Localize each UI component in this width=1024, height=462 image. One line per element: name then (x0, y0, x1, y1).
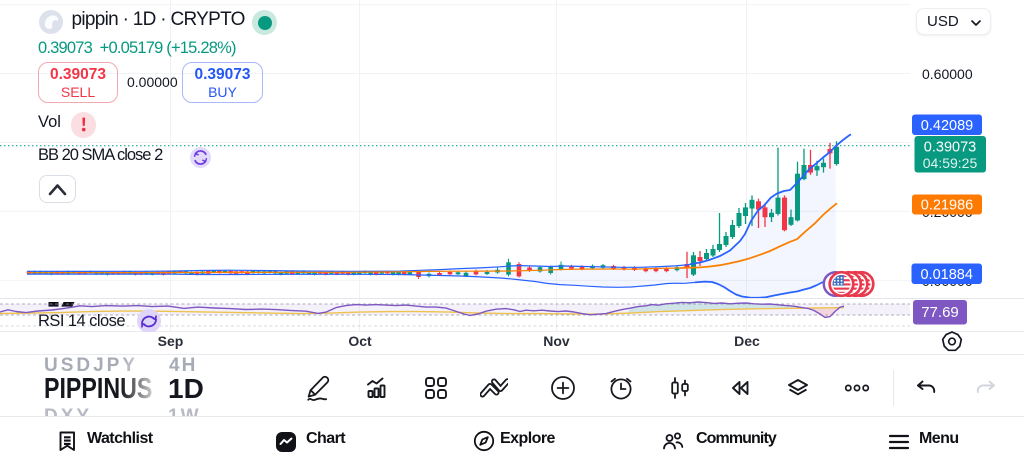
svg-text:0.39073: 0.39073 (924, 140, 976, 156)
svg-text:04:59:25: 04:59:25 (923, 155, 978, 171)
svg-text:0.42089: 0.42089 (921, 118, 973, 134)
svg-text:Sep: Sep (158, 333, 184, 349)
svg-text:Oct: Oct (348, 333, 372, 349)
svg-text:Nov: Nov (543, 333, 570, 349)
svg-text:77.69: 77.69 (921, 304, 959, 321)
svg-text:0.60000: 0.60000 (922, 66, 973, 82)
svg-text:0.01884: 0.01884 (920, 267, 972, 283)
svg-text:0.21986: 0.21986 (921, 198, 973, 214)
svg-text:Dec: Dec (734, 333, 760, 349)
